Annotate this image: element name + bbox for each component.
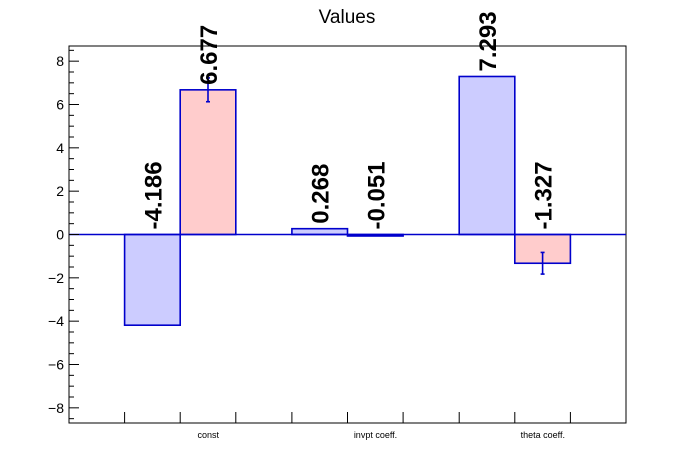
bar-series2-const [179,89,237,236]
y-tick-label: 4 [56,140,64,156]
y-tick-label: 6 [56,97,64,113]
x-tick-label: theta coeff. [521,430,565,440]
y-tick-label: 8 [56,53,64,69]
bar-series1-theta-coeff- [458,75,516,236]
data-label: -4.186 [140,161,167,229]
x-tick-label: const [197,430,219,440]
y-tick-label: −8 [48,400,64,416]
bar-series1-const [123,233,181,326]
y-tick-label: −4 [48,313,64,329]
data-label: -0.051 [363,161,390,229]
y-tick-label: −6 [48,357,64,373]
bar-series1-invpt-coeff- [291,227,349,236]
data-label: -1.327 [531,161,558,229]
axes-layer: −8 −6 −4 −2 0 2 4 6 8 const invpt coeff. theta coef… [48,49,626,440]
y-tick-label: −2 [48,270,64,286]
data-labels-layer: -4.186 0.268 7.293 6.677 -0.051 -1.327 [140,11,557,229]
data-label: 7.293 [475,11,502,71]
y-tick-label: 2 [56,183,64,199]
bars-layer [123,75,572,326]
data-label: 0.268 [308,164,335,224]
x-tick-label: invpt coeff. [354,430,397,440]
y-tick-label: 0 [56,227,64,243]
chart-title: Values [319,7,376,28]
data-label: 6.677 [196,25,223,85]
